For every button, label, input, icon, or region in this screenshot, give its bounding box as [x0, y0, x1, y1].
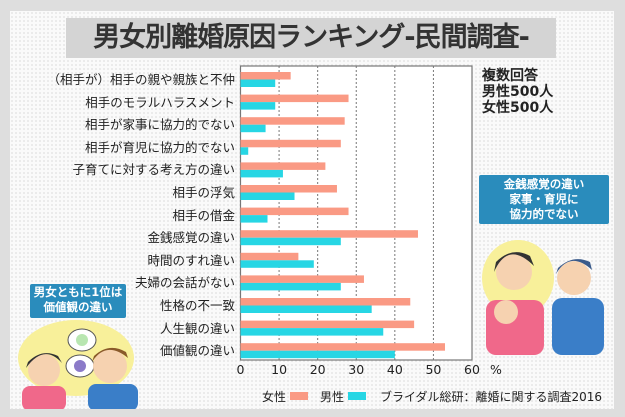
category-label: 相手の浮気	[172, 185, 235, 200]
callout-line: 男女ともに1位は	[33, 285, 123, 299]
bar-female	[240, 320, 415, 329]
category-label: 相手が育児に協力的でない	[84, 139, 235, 155]
bar-male	[240, 124, 266, 133]
callout-right: 金銭感覚の違い 家事・育児に 協力的でない	[479, 175, 609, 224]
bar-female	[240, 162, 326, 170]
bar-male	[240, 215, 268, 223]
bar-female	[240, 94, 349, 103]
category-label: 価値観の違い	[159, 343, 235, 359]
stressed-couple-illustration	[482, 240, 604, 355]
bar-female	[240, 117, 345, 125]
source-text: ブライダル総研：離婚に関する調査2016	[380, 390, 603, 404]
page-title: 男女別離婚原因ランキング-民間調査-	[66, 18, 556, 58]
category-label: 金銭感覚の違い	[147, 230, 235, 246]
x-tick-label: 50	[425, 362, 442, 377]
x-tick-label: 10	[271, 362, 288, 377]
x-tick-label: 0	[236, 362, 245, 377]
bar-male	[240, 282, 341, 291]
bar-male	[240, 350, 395, 359]
bar-male	[240, 79, 276, 87]
bar-female	[240, 275, 364, 283]
x-tick-label: 20	[309, 362, 326, 377]
category-label: （相手が）相手の親や親族と不仲	[47, 72, 235, 87]
bar-female	[240, 252, 299, 261]
category-label: 相手が家事に協力的でない	[84, 117, 235, 133]
category-label: 相手のモラルハラスメント	[85, 94, 235, 110]
bar-male	[240, 147, 249, 155]
x-tick-label: 40	[386, 362, 403, 377]
couple-arguing-illustration	[18, 320, 138, 409]
bar-female	[240, 343, 445, 351]
x-unit: %	[490, 362, 502, 377]
bar-male	[240, 237, 341, 246]
callout-line: 協力的でない	[509, 207, 579, 221]
legend-female-label: 女性	[262, 390, 287, 404]
bar-female	[240, 185, 337, 193]
category-label: 人生観の違い	[159, 320, 235, 336]
bar-male	[240, 102, 276, 110]
bar-female	[240, 72, 291, 80]
bar-male	[240, 328, 384, 336]
bar-female	[240, 139, 341, 148]
legend-male-label: 男性	[320, 390, 345, 404]
bar-male	[240, 305, 372, 313]
note-line: 複数回答	[482, 68, 538, 84]
survey-note: 複数回答 男性500人 女性500人	[482, 68, 553, 116]
category-label: 相手の借金	[172, 207, 235, 223]
callout-line: 家事・育児に	[509, 192, 579, 206]
bar-male	[240, 169, 283, 178]
note-line: 男性500人	[482, 84, 554, 100]
legend-male-swatch	[348, 392, 366, 400]
category-label: 時間のすれ違い	[147, 252, 235, 268]
category-label: 子育てに対する考え方の違い	[72, 162, 235, 178]
bar-male	[240, 260, 314, 268]
bar-female	[240, 298, 411, 306]
callout-line: 価値観の違い	[43, 300, 113, 314]
bar-male	[240, 192, 295, 200]
x-tick-label: 60	[464, 362, 480, 377]
callout-line: 金銭感覚の違い	[503, 177, 585, 191]
bar-female	[240, 230, 418, 238]
bar-female	[240, 207, 349, 216]
x-tick-label: 30	[348, 362, 365, 377]
callout-left: 男女ともに1位は 価値観の違い	[30, 284, 126, 318]
note-line: 女性500人	[482, 100, 554, 116]
legend-female-swatch	[290, 392, 308, 400]
category-label: 夫婦の会話がない	[134, 275, 235, 291]
category-label: 性格の不一致	[159, 298, 235, 313]
